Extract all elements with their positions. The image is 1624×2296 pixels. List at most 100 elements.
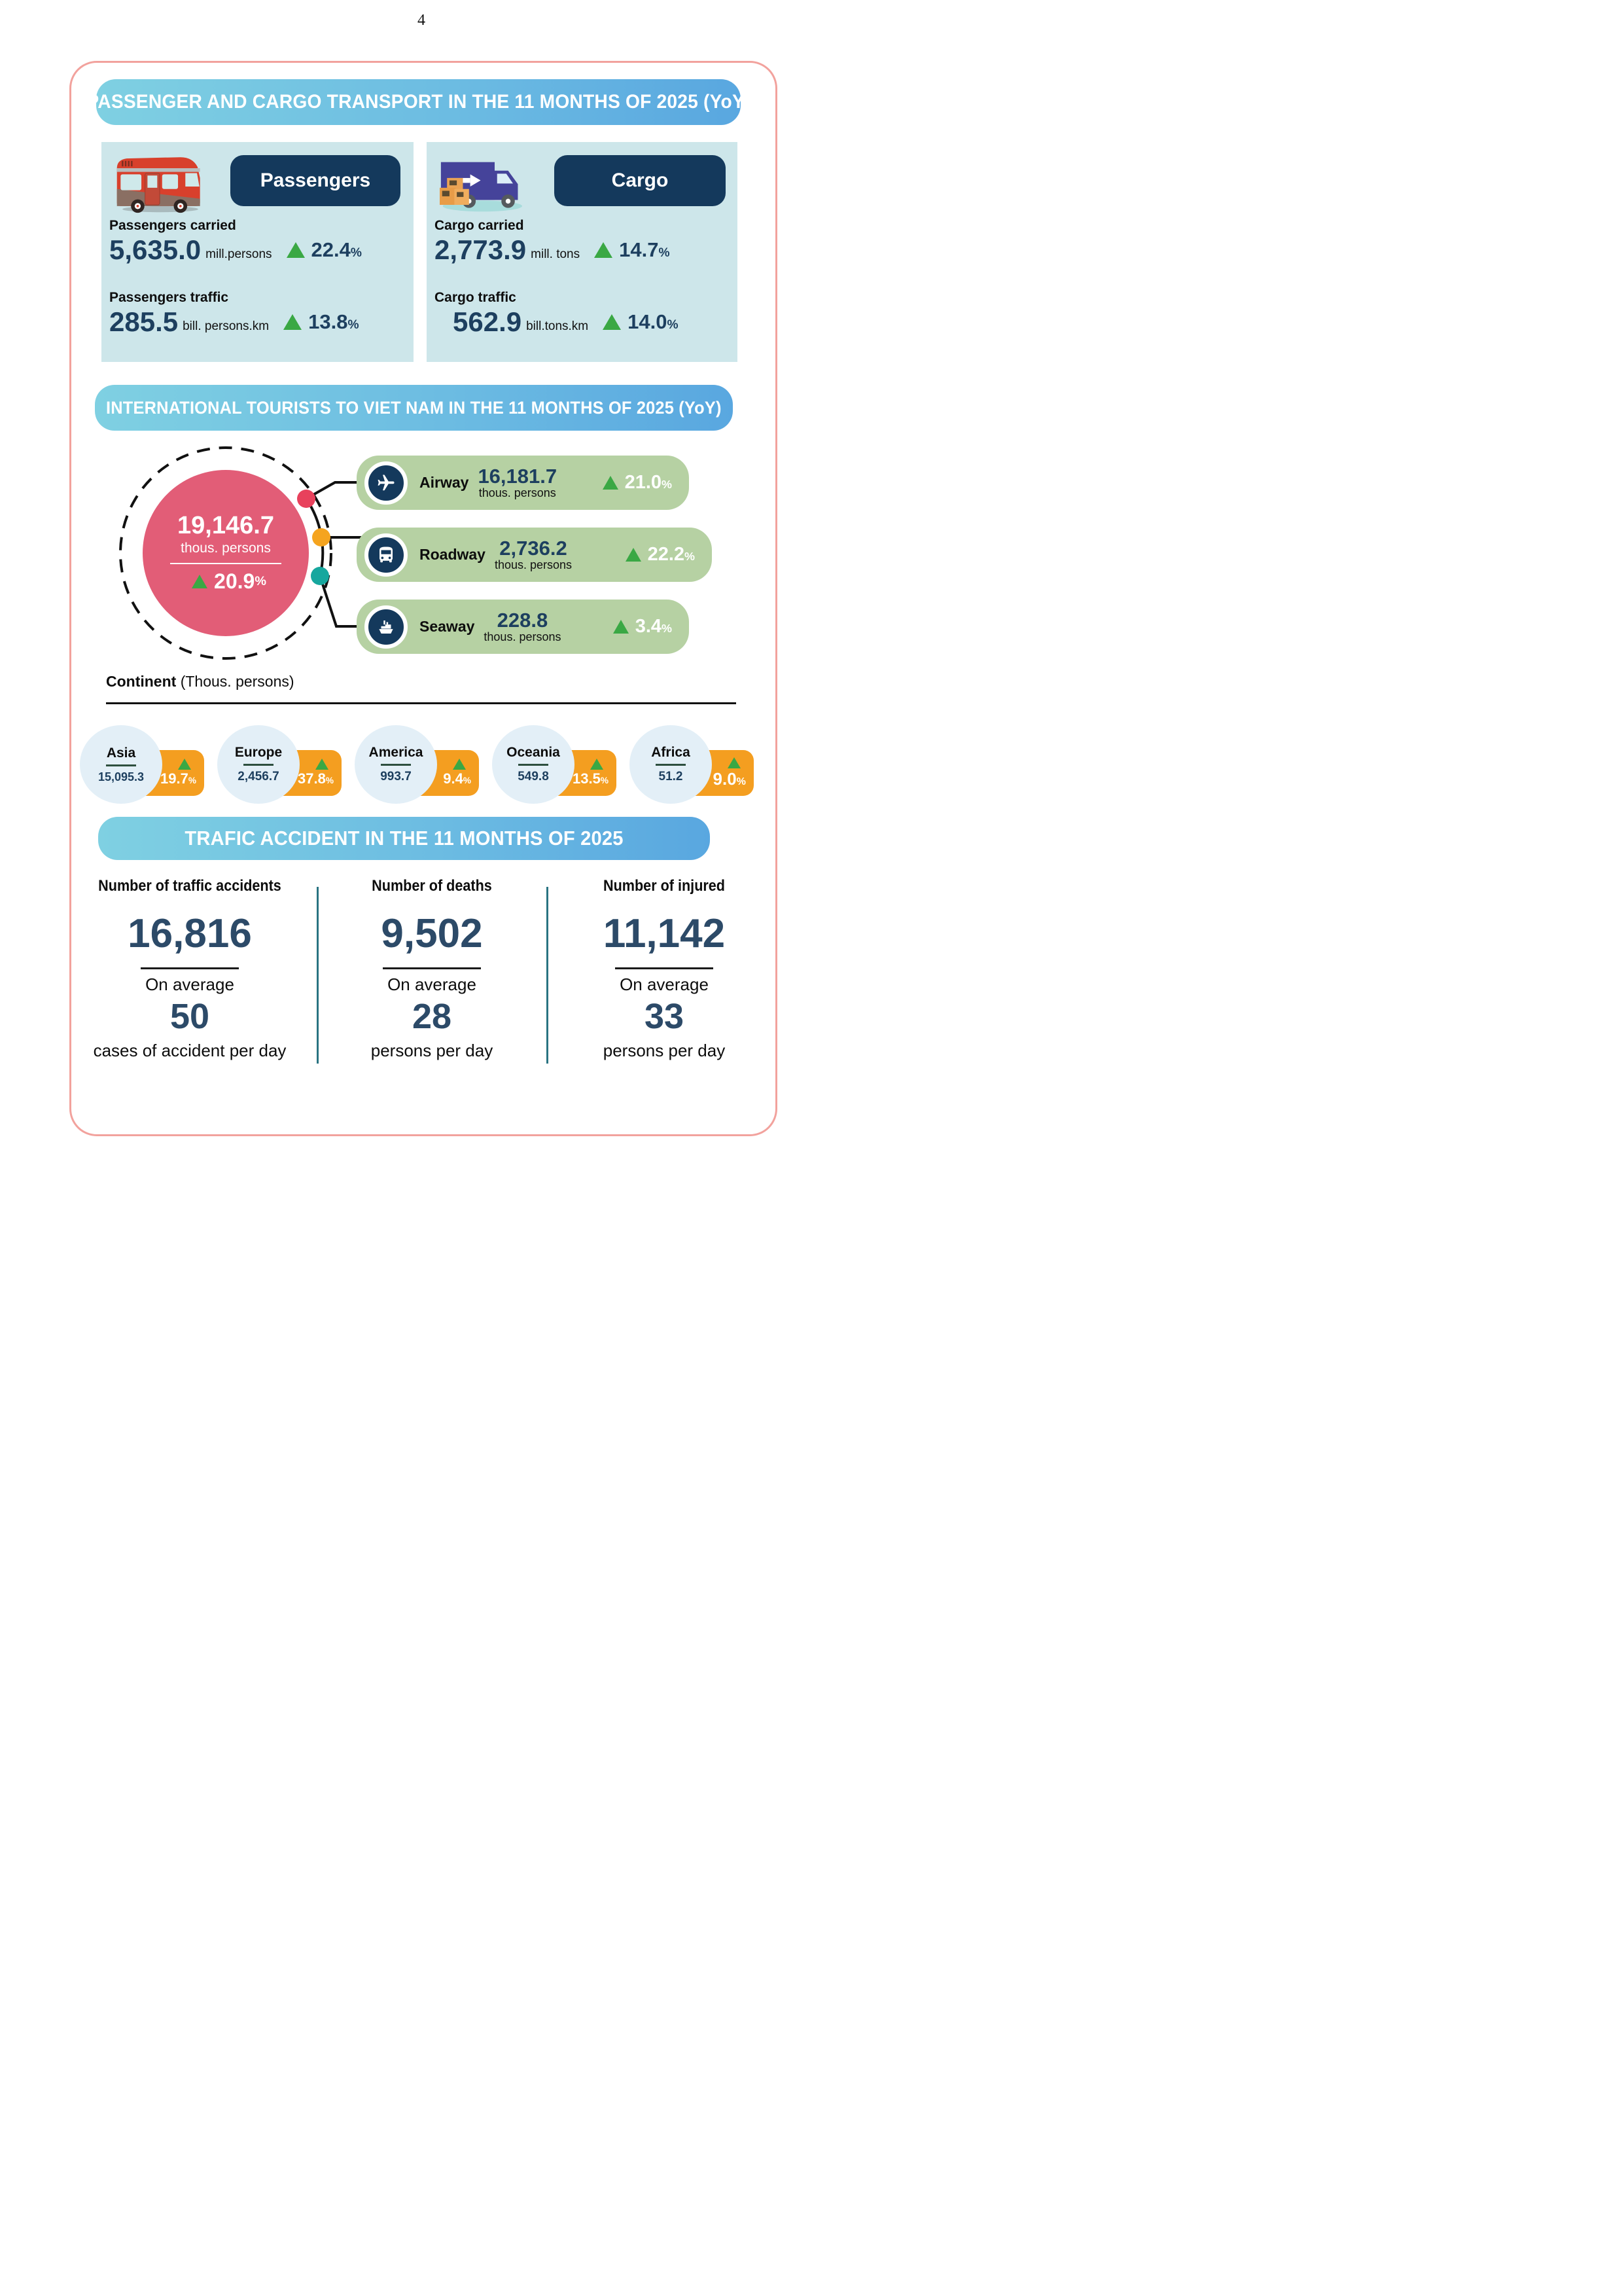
seaway-value: 228.8	[497, 608, 548, 632]
seaway-label: Seaway	[419, 618, 475, 635]
column-divider	[317, 887, 319, 1064]
increase-triangle-icon	[602, 476, 618, 490]
deaths-header: Number of deaths	[372, 877, 492, 895]
cargo-carried-change: 14.7	[619, 238, 659, 261]
increase-triangle-icon	[453, 759, 466, 770]
divider	[243, 764, 274, 766]
continent-africa: 9.0% Africa 51.2	[629, 725, 767, 814]
divider	[518, 764, 548, 766]
deaths-total: 9,502	[381, 911, 483, 956]
increase-triangle-icon	[594, 242, 613, 258]
percent-sign: %	[347, 318, 359, 332]
injured-avg-value: 33	[644, 997, 684, 1036]
passengers-traffic-unit: bill. persons.km	[183, 319, 270, 333]
passengers-carried-row: 5,635.0 mill.persons 22.4%	[109, 236, 407, 264]
europe-change: 37.8	[298, 770, 326, 787]
divider	[170, 563, 281, 565]
continent-heading: Continent (Thous. persons)	[106, 673, 294, 691]
transport-section-title: PASSENGER AND CARGO TRANSPORT IN THE 11 …	[86, 91, 751, 113]
passengers-traffic-value: 285.5	[109, 306, 179, 337]
cargo-traffic-label: Cargo traffic	[434, 290, 516, 305]
continent-oceania: 13.5% Oceania 549.8	[492, 725, 629, 814]
percent-sign: %	[600, 776, 609, 786]
cargo-carried-label: Cargo carried	[434, 218, 524, 233]
percent-sign: %	[662, 478, 672, 491]
airway-unit: thous. persons	[478, 486, 556, 499]
passengers-panel: Passengers Passengers carried 5,635.0 mi…	[101, 142, 414, 362]
america-label: America	[368, 745, 423, 760]
tourists-total-change: 20.9	[214, 569, 255, 594]
airway-value: 16,181.7	[478, 464, 557, 488]
roadway-value: 2,736.2	[499, 536, 567, 560]
cargo-traffic-value: 562.9	[453, 306, 522, 337]
cargo-carried-value: 2,773.9	[434, 234, 527, 265]
seaway-change: 3.4	[635, 616, 662, 637]
asia-value: 15,095.3	[97, 770, 145, 783]
passengers-traffic-change: 13.8	[308, 310, 348, 333]
airway-label: Airway	[419, 474, 469, 491]
europe-value: 2,456.7	[238, 770, 279, 783]
percent-sign: %	[463, 776, 471, 786]
roadway-row: Roadway 2,736.2 thous. persons 22.2%	[357, 528, 712, 582]
africa-change: 9.0	[713, 769, 737, 789]
percent-sign: %	[255, 574, 266, 589]
divider	[381, 764, 411, 766]
america-change: 9.4	[443, 770, 463, 787]
airway-change: 21.0	[624, 472, 662, 493]
percent-sign: %	[662, 622, 672, 635]
passengers-carried-unit: mill.persons	[205, 247, 272, 261]
continent-heading-unit: (Thous. persons)	[180, 673, 294, 690]
percent-sign: %	[325, 776, 334, 786]
injured-total: 11,142	[603, 911, 726, 956]
deaths-avg-label: On average	[387, 975, 476, 994]
deaths-column: Number of deaths 9,502 On average 28 per…	[324, 877, 540, 1061]
africa-label: Africa	[651, 745, 690, 760]
airway-row: Airway 16,181.7 thous. persons 21.0%	[357, 456, 689, 510]
injured-avg-label: On average	[620, 975, 709, 994]
accidents-header: Number of traffic accidents	[98, 877, 281, 895]
increase-triangle-icon	[603, 314, 622, 330]
divider	[656, 764, 686, 766]
roadway-unit: thous. persons	[494, 558, 573, 571]
seaway-row: Seaway 228.8 thous. persons 3.4%	[357, 600, 689, 654]
accidents-per-day-label: cases of accident per day	[93, 1041, 287, 1060]
accidents-column: Number of traffic accidents 16,816 On av…	[69, 877, 311, 1061]
america-value: 993.7	[380, 770, 412, 783]
cargo-badge: Cargo	[554, 155, 726, 206]
roadway-label: Roadway	[419, 546, 485, 563]
cargo-carried-row: 2,773.9 mill. tons 14.7%	[434, 236, 732, 264]
cargo-traffic-unit: bill.tons.km	[526, 319, 589, 333]
passengers-badge: Passengers	[230, 155, 400, 206]
percent-sign: %	[667, 318, 679, 332]
accidents-section-title: TRAFIC ACCIDENT IN THE 11 MONTHS OF 2025	[185, 827, 624, 850]
asia-change: 19.7	[160, 770, 188, 787]
cargo-traffic-row: 562.9 bill.tons.km 14.0%	[453, 308, 734, 336]
divider	[383, 967, 481, 969]
seaway-unit: thous. persons	[484, 630, 561, 643]
page-border	[69, 61, 777, 1136]
deaths-avg-value: 28	[412, 997, 452, 1036]
cargo-carried-unit: mill. tons	[531, 247, 580, 261]
passengers-traffic-label: Passengers traffic	[109, 290, 229, 305]
increase-triangle-icon	[590, 759, 603, 770]
increase-triangle-icon	[612, 620, 629, 634]
increase-triangle-icon	[286, 242, 305, 258]
increase-triangle-icon	[283, 314, 302, 330]
airplane-icon	[364, 461, 408, 505]
truck-illustration-icon	[433, 150, 538, 214]
europe-label: Europe	[234, 745, 283, 760]
passengers-carried-value: 5,635.0	[109, 234, 202, 265]
oceania-value: 549.8	[518, 770, 549, 783]
increase-triangle-icon	[625, 548, 641, 562]
continent-europe: 37.8% Europe 2,456.7	[217, 725, 355, 814]
increase-triangle-icon	[178, 759, 191, 770]
passengers-carried-label: Passengers carried	[109, 218, 236, 233]
divider	[141, 967, 239, 969]
accidents-section-banner: TRAFIC ACCIDENT IN THE 11 MONTHS OF 2025	[98, 817, 710, 860]
cargo-panel: Cargo Cargo carried 2,773.9 mill. tons 1…	[427, 142, 737, 362]
passengers-carried-change: 22.4	[311, 238, 351, 261]
injured-header: Number of injured	[603, 877, 725, 895]
injured-per-day-label: persons per day	[603, 1041, 726, 1060]
tourists-total-value: 19,146.7	[177, 511, 274, 539]
continent-america: 9.4% America 993.7	[355, 725, 492, 814]
